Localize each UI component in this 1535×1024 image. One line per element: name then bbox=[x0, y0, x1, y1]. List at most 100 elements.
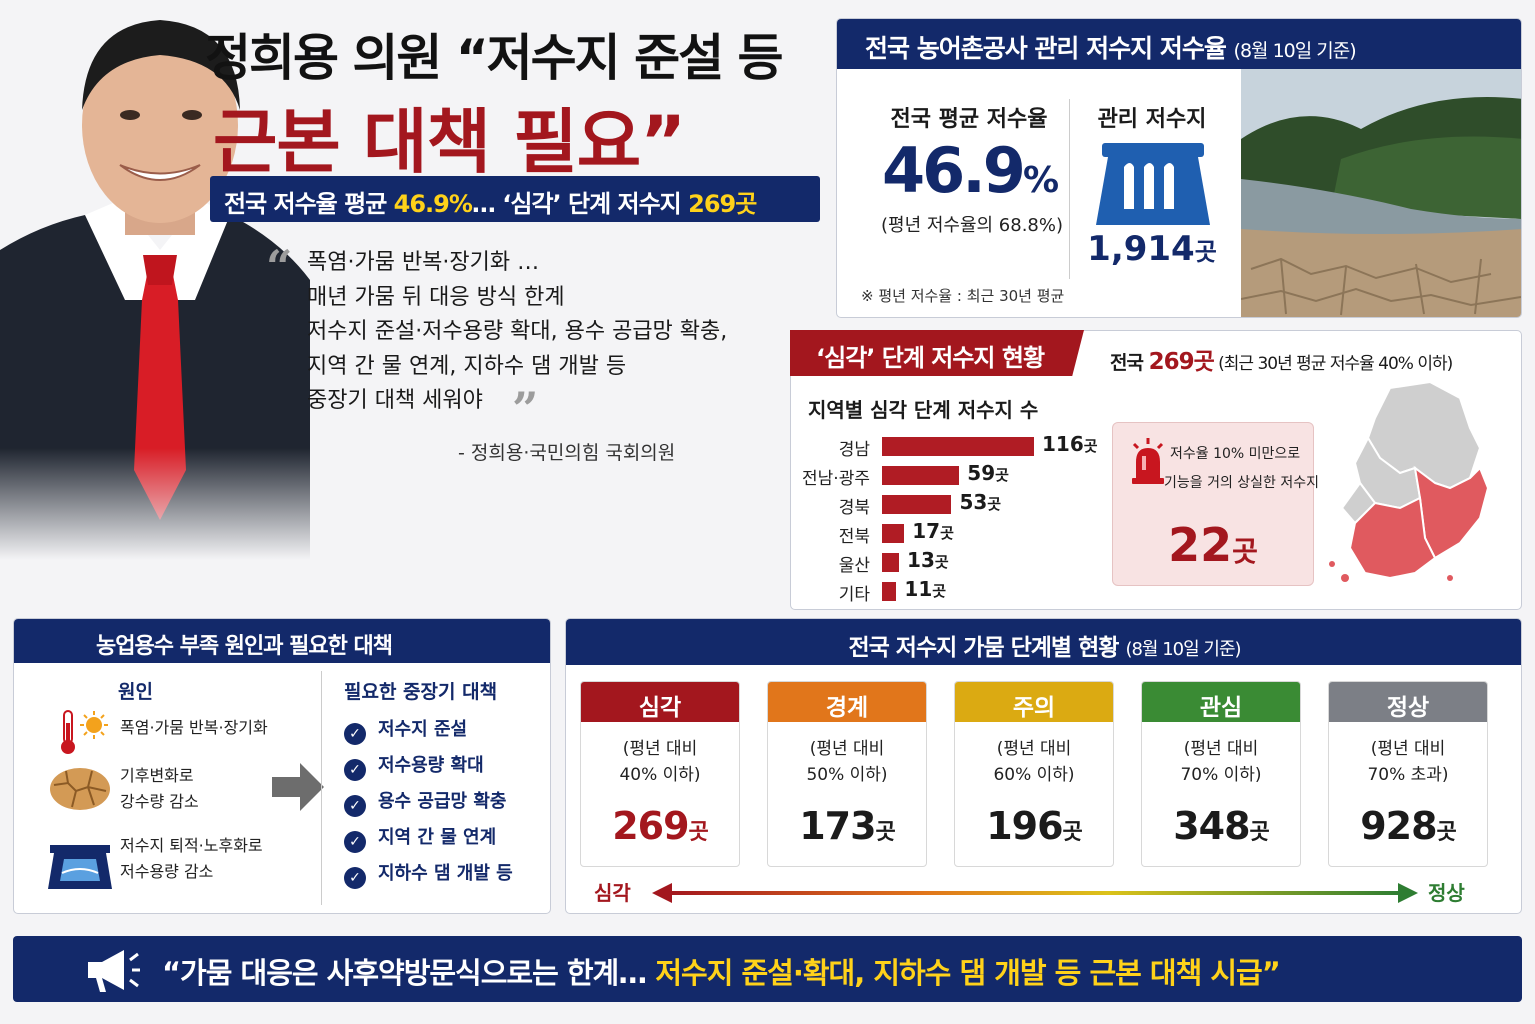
stage-name: 정상 bbox=[1329, 682, 1487, 722]
stages-title: 전국 저수지 가뭄 단계별 현황 bbox=[848, 635, 1119, 661]
stage-card: 주의 (평년 대비 60% 이하) 196곳 bbox=[954, 681, 1114, 867]
stage-criteria: (평년 대비 50% 이하) bbox=[806, 739, 888, 785]
cause-item: 기후변화로 강수량 감소 bbox=[120, 763, 199, 815]
check-icon: ✓ bbox=[344, 831, 366, 853]
stage-name: 관심 bbox=[1142, 682, 1300, 722]
stage-name: 경계 bbox=[768, 682, 926, 722]
bar-value: 116곳 bbox=[1042, 432, 1098, 456]
stage-count: 928곳 bbox=[1360, 804, 1457, 848]
check-icon: ✓ bbox=[344, 867, 366, 889]
quote-line: 저수지 준설·저수용량 확대, 용수 공급망 확충, bbox=[307, 319, 728, 344]
megaphone-icon bbox=[88, 950, 140, 992]
region-bar bbox=[882, 553, 900, 572]
region-bar bbox=[882, 466, 960, 485]
stage-count: 348곳 bbox=[1173, 804, 1270, 848]
storage-date: (8월 10일 기준) bbox=[1233, 40, 1357, 62]
stage-card: 심각 (평년 대비 40% 이하) 269곳 bbox=[580, 681, 740, 867]
severe-summary-count: 269곳 bbox=[1148, 349, 1215, 375]
bar-label: 전남·광주 bbox=[802, 469, 870, 489]
quote-text: 폭염·가뭄 반복·장기화 … 매년 가뭄 뒤 대응 방식 한계 저수지 준설·저… bbox=[307, 246, 727, 419]
close-quote-icon: ” bbox=[512, 382, 539, 436]
managed-number: 1,914 bbox=[1087, 229, 1195, 269]
storage-title: 전국 농어촌공사 관리 저수지 저수율 bbox=[865, 34, 1227, 63]
avg-rate-unit: % bbox=[1022, 160, 1059, 201]
check-icon: ✓ bbox=[344, 759, 366, 781]
lost-function-line2: 기능을 거의 상실한 저수지 bbox=[1164, 475, 1320, 491]
storage-footnote: ※ 평년 저수율 : 최근 30년 평균 bbox=[861, 287, 1065, 305]
causes-panel: 농업용수 부족 원인과 필요한 대책 원인 폭염·가뭄 반복·장기화 기후변화로… bbox=[13, 618, 551, 914]
stage-criteria: (평년 대비 40% 이하) bbox=[619, 739, 701, 785]
quote-line: 매년 가뭄 뒤 대응 방식 한계 bbox=[307, 284, 565, 310]
region-bar bbox=[882, 437, 1034, 456]
subheadline-part1: 전국 저수율 평균 bbox=[224, 190, 394, 218]
lost-function-text: 저수율 10% 미만으로 기능을 거의 상실한 저수지 bbox=[1164, 440, 1319, 498]
check-icon: ✓ bbox=[344, 795, 366, 817]
cause-line: 기후변화로 bbox=[120, 766, 194, 785]
region-bar bbox=[882, 524, 905, 543]
measure-label: 용수 공급망 확충 bbox=[378, 791, 507, 812]
cause-item: 저수지 퇴적·노후화로 저수용량 감소 bbox=[120, 833, 263, 885]
cause-item: 폭염·가뭄 반복·장기화 bbox=[120, 715, 268, 741]
reservoir-icon bbox=[48, 845, 112, 889]
avg-rate-number: 46.9 bbox=[881, 134, 1026, 207]
cause-line: 강수량 감소 bbox=[120, 792, 199, 811]
storage-panel: 전국 농어촌공사 관리 저수지 저수율 (8월 10일 기준) 전국 평균 저수… bbox=[836, 18, 1522, 318]
cause-line: 폭염·가뭄 반복·장기화 bbox=[120, 718, 268, 737]
stage-criteria: (평년 대비 70% 이하) bbox=[1180, 739, 1262, 785]
measures-title: 필요한 중장기 대책 bbox=[344, 681, 498, 703]
bottom-banner bbox=[13, 936, 1522, 1002]
measure-item: ✓ 지역 간 물 연계 bbox=[344, 823, 496, 853]
region-bars-title: 지역별 심각 단계 저수지 수 bbox=[808, 398, 1039, 422]
banner-part1: “가뭄 대응은 사후약방문식으로는 한계… bbox=[162, 956, 656, 990]
measure-item: ✓ 저수용량 확대 bbox=[344, 751, 484, 781]
stage-card: 경계 (평년 대비 50% 이하) 173곳 bbox=[767, 681, 927, 867]
scale-left-label: 심각 bbox=[594, 881, 631, 905]
dam-icon bbox=[1096, 143, 1210, 225]
stage-count: 269곳 bbox=[612, 804, 709, 848]
stage-name: 주의 bbox=[955, 682, 1113, 722]
bar-value: 53곳 bbox=[959, 490, 1002, 514]
managed-label: 관리 저수지 bbox=[1097, 107, 1207, 132]
bar-value: 13곳 bbox=[907, 548, 949, 572]
measure-label: 지역 간 물 연계 bbox=[378, 827, 497, 848]
quote-line: 중장기 대책 세워야 bbox=[307, 388, 483, 413]
measure-item: ✓ 용수 공급망 확충 bbox=[344, 787, 506, 817]
storage-panel-title: 전국 농어촌공사 관리 저수지 저수율 (8월 10일 기준) bbox=[837, 19, 1521, 69]
stage-card: 정상 (평년 대비 70% 초과) 928곳 bbox=[1328, 681, 1488, 867]
lost-function-count: 22곳 bbox=[1112, 518, 1314, 572]
bar-label: 전북 bbox=[838, 527, 870, 547]
headline-line1: 정희용 의원 “저수지 준설 등 bbox=[205, 29, 783, 87]
severe-panel-title: ‘심각’ 단계 저수지 현황 bbox=[790, 330, 1084, 376]
severe-summary: 전국 269곳 (최근 30년 평균 저수율 40% 이하) bbox=[1110, 342, 1453, 376]
managed-unit: 곳 bbox=[1194, 238, 1217, 266]
lost-function-line1: 저수율 10% 미만으로 bbox=[1170, 446, 1301, 462]
lost-function-unit: 곳 bbox=[1232, 535, 1258, 568]
subheadline-count: 269곳 bbox=[688, 190, 757, 218]
stage-criteria: (평년 대비 60% 이하) bbox=[993, 739, 1075, 785]
region-bar bbox=[882, 495, 952, 514]
bar-label: 기타 bbox=[838, 585, 870, 605]
banner-text: “가뭄 대응은 사후약방문식으로는 한계… 저수지 준설·확대, 지하수 댐 개… bbox=[162, 950, 1281, 992]
quote-line: 폭염·가뭄 반복·장기화 … bbox=[307, 250, 540, 275]
cause-line: 저수용량 감소 bbox=[120, 862, 214, 881]
quote-line: 지역 간 물 연계, 지하수 댐 개발 등 bbox=[307, 353, 627, 379]
severe-summary-prefix: 전국 bbox=[1110, 352, 1149, 374]
korea-map-icon bbox=[1329, 380, 1490, 582]
region-bar bbox=[882, 582, 897, 601]
measure-item: ✓ 지하수 댐 개발 등 bbox=[344, 859, 513, 889]
subheadline-part2: … ‘심각’ 단계 저수지 bbox=[471, 190, 689, 218]
arrow-right-icon bbox=[272, 763, 324, 811]
causes-title: 원인 bbox=[118, 681, 153, 703]
banner-part2: 저수지 준설·확대, 지하수 댐 개발 등 근본 대책 시급” bbox=[655, 956, 1280, 990]
check-icon: ✓ bbox=[344, 723, 366, 745]
stage-card: 관심 (평년 대비 70% 이하) 348곳 bbox=[1141, 681, 1301, 867]
bar-value: 17곳 bbox=[912, 519, 954, 543]
dry-reservoir-photo bbox=[1241, 69, 1521, 317]
avg-rate-label: 전국 평균 저수율 bbox=[890, 107, 1048, 132]
measure-label: 지하수 댐 개발 등 bbox=[378, 863, 513, 884]
lawmaker-portrait bbox=[0, 0, 310, 560]
bar-value: 11곳 bbox=[904, 577, 947, 601]
headline-line2: 근본 대책 필요” bbox=[213, 101, 686, 183]
stage-count: 196곳 bbox=[986, 804, 1083, 848]
subheadline-bar: 전국 저수율 평균 46.9%… ‘심각’ 단계 저수지 269곳 bbox=[210, 176, 820, 222]
